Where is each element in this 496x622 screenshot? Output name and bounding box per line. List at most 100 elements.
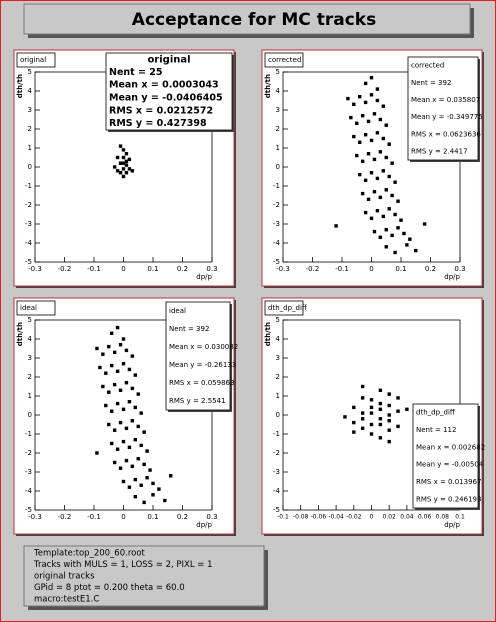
point — [118, 420, 123, 425]
point — [378, 388, 383, 392]
point — [381, 214, 385, 219]
point — [121, 174, 126, 179]
point — [369, 432, 374, 436]
point — [381, 104, 385, 108]
point — [378, 407, 383, 411]
point — [360, 396, 365, 400]
point — [405, 243, 409, 247]
point — [378, 436, 383, 440]
y-axis-label: dth/th — [264, 74, 272, 98]
y-tick-label: 1 — [276, 392, 280, 400]
point — [112, 165, 117, 169]
y-tick-label: -1 — [273, 430, 280, 438]
point — [133, 373, 137, 377]
point — [112, 382, 117, 387]
y-tick-label: 1 — [28, 392, 32, 400]
y-tick-label: -1 — [273, 182, 280, 190]
point — [384, 188, 388, 192]
point — [369, 398, 374, 402]
pad-label: corrected — [268, 56, 301, 64]
point — [151, 481, 155, 486]
stats-line: Nent = 112 — [416, 426, 456, 434]
info-line: Template:top_200_60.root — [33, 549, 146, 559]
y-tick-label: 0 — [28, 163, 32, 171]
point — [127, 400, 132, 404]
point — [101, 352, 105, 356]
point — [107, 422, 111, 427]
point — [387, 419, 391, 423]
point — [115, 325, 120, 330]
point — [387, 392, 391, 396]
point — [378, 117, 383, 122]
point — [142, 500, 146, 505]
point — [104, 371, 108, 375]
point — [396, 424, 400, 429]
info-line: GPid = 8 ptot = 0.200 theta = 60.0 — [34, 583, 185, 593]
point — [387, 413, 391, 417]
stats-line: Mean y = -0.00504 — [416, 461, 484, 469]
point — [363, 81, 368, 86]
x-tick-label: 0.04 — [400, 514, 414, 521]
point — [118, 171, 123, 175]
point — [390, 161, 394, 165]
y-tick-label: -3 — [273, 468, 280, 476]
point — [366, 152, 371, 156]
point — [387, 174, 391, 179]
point — [133, 495, 137, 499]
point — [110, 363, 114, 368]
point — [360, 114, 365, 118]
point — [384, 245, 388, 249]
point — [139, 443, 143, 448]
point — [369, 422, 374, 427]
point — [381, 169, 385, 173]
stats-line: Mean x = 0.035807 — [411, 96, 480, 104]
point — [375, 98, 380, 103]
stats-line: RMS x = 0.0623636 — [411, 130, 481, 138]
x-tick-label: -0.02 — [346, 514, 362, 521]
y-tick-label: -2 — [273, 449, 280, 457]
stats-line: Mean y = -0.26133 — [169, 361, 236, 369]
point — [360, 384, 365, 389]
point — [363, 210, 368, 215]
point — [115, 155, 120, 160]
point — [127, 485, 132, 489]
stats-title: original — [147, 54, 190, 65]
point — [130, 419, 135, 423]
y-tick-label: 5 — [28, 316, 32, 324]
point — [121, 161, 126, 165]
point — [95, 451, 99, 455]
title-box — [23, 3, 471, 35]
point — [390, 193, 394, 198]
info-line: Tracks with MULS = 1, LOSS = 2, PIXL = 1 — [33, 560, 213, 570]
point — [118, 388, 123, 392]
x-axis-label: dp/p — [196, 521, 212, 529]
stats-line: Mean x = 0.030082 — [169, 343, 238, 351]
point — [148, 468, 152, 472]
point — [124, 426, 129, 430]
point — [366, 119, 371, 124]
y-tick-label: -4 — [273, 239, 281, 247]
y-axis-label: dth/th — [264, 322, 272, 346]
point — [363, 178, 368, 182]
point — [352, 420, 356, 425]
point — [133, 477, 137, 482]
point — [107, 390, 111, 394]
x-tick-label: 0 — [121, 265, 125, 273]
point — [369, 405, 374, 410]
stats-line: Nent = 25 — [109, 67, 163, 78]
stats-line: Mean x = 0.002682 — [416, 443, 485, 451]
y-tick-label: 4 — [276, 87, 281, 95]
point — [101, 384, 105, 389]
point — [98, 365, 102, 370]
pad-label: ideal — [20, 304, 37, 312]
point — [127, 167, 132, 171]
y-tick-label: -5 — [25, 506, 32, 514]
info-line: macro:testE1.C — [34, 595, 99, 605]
y-tick-label: -3 — [25, 220, 32, 228]
y-tick-label: 4 — [28, 335, 33, 343]
x-tick-label: -0.1 — [335, 265, 349, 273]
point — [124, 171, 129, 175]
point — [363, 133, 368, 137]
